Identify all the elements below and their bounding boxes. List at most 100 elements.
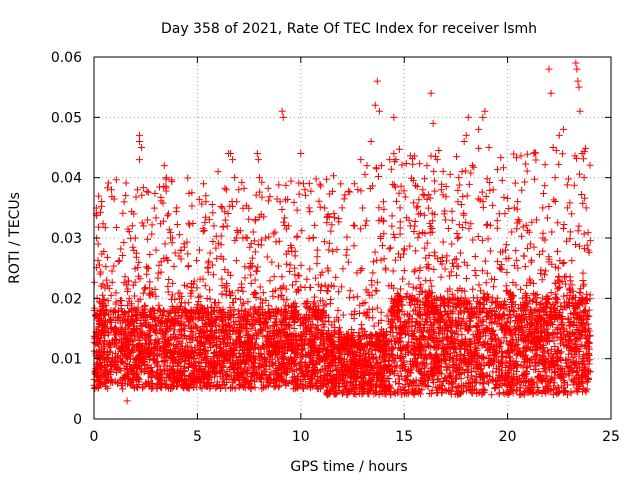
data-point xyxy=(286,261,294,269)
data-point xyxy=(346,287,354,295)
data-point xyxy=(115,257,123,265)
data-point xyxy=(380,255,388,263)
data-point xyxy=(148,221,156,229)
data-point xyxy=(240,184,248,192)
data-point xyxy=(308,311,316,319)
data-point xyxy=(122,191,130,199)
data-point xyxy=(134,272,142,280)
data-point xyxy=(209,237,217,245)
data-point xyxy=(312,274,320,282)
data-point xyxy=(339,265,347,273)
data-point xyxy=(143,270,151,278)
data-point xyxy=(453,153,461,161)
data-point xyxy=(361,221,369,229)
data-point xyxy=(305,180,313,188)
data-point xyxy=(290,324,298,332)
data-point xyxy=(303,275,311,283)
data-point xyxy=(515,217,523,225)
data-point xyxy=(193,256,201,264)
data-point xyxy=(290,198,298,206)
data-point xyxy=(136,295,144,303)
data-point xyxy=(257,375,265,383)
data-point xyxy=(493,224,501,232)
data-point xyxy=(259,289,267,297)
data-point xyxy=(505,204,513,212)
data-point xyxy=(340,195,348,203)
data-point xyxy=(288,366,296,374)
data-point xyxy=(176,231,184,239)
data-point xyxy=(295,179,303,187)
data-point xyxy=(142,319,150,327)
data-point xyxy=(186,221,194,229)
data-point xyxy=(188,202,196,210)
data-point xyxy=(257,295,265,303)
data-point xyxy=(108,278,116,286)
data-point xyxy=(306,208,314,216)
data-point xyxy=(574,227,582,235)
data-point xyxy=(327,295,335,303)
data-point xyxy=(350,293,358,301)
data-point xyxy=(183,238,191,246)
data-point xyxy=(128,222,136,230)
data-point xyxy=(325,239,333,247)
data-point xyxy=(523,167,531,175)
data-point xyxy=(282,301,290,309)
data-point xyxy=(278,205,286,213)
data-point xyxy=(161,240,169,248)
data-point xyxy=(226,335,234,343)
data-point xyxy=(302,323,310,331)
data-point xyxy=(470,294,478,302)
data-point xyxy=(293,233,301,241)
data-point xyxy=(232,336,240,344)
data-point xyxy=(151,190,159,198)
data-point xyxy=(189,219,197,227)
data-point xyxy=(431,187,439,195)
data-point xyxy=(413,183,421,191)
data-point xyxy=(345,187,353,195)
data-point xyxy=(256,374,264,382)
data-point xyxy=(236,295,244,303)
data-point xyxy=(313,260,321,268)
data-point xyxy=(284,330,292,338)
data-point xyxy=(123,366,131,374)
data-point xyxy=(472,272,480,280)
data-point xyxy=(411,217,419,225)
data-point xyxy=(104,328,112,336)
data-point xyxy=(377,308,385,316)
data-point xyxy=(309,354,317,362)
data-point xyxy=(97,268,105,276)
data-point xyxy=(517,285,525,293)
data-point xyxy=(274,262,282,270)
data-point xyxy=(320,238,328,246)
data-point xyxy=(361,170,369,178)
data-point xyxy=(152,214,160,222)
data-point xyxy=(242,202,250,210)
data-point xyxy=(245,215,253,223)
data-point xyxy=(146,331,154,339)
data-point xyxy=(247,240,255,248)
data-point xyxy=(97,208,105,216)
data-point xyxy=(368,277,376,285)
data-point xyxy=(486,247,494,255)
data-point xyxy=(167,295,175,303)
data-point xyxy=(120,238,128,246)
data-point xyxy=(247,305,255,313)
data-point xyxy=(173,221,181,229)
data-point xyxy=(168,178,176,186)
data-point xyxy=(154,317,162,325)
data-point xyxy=(139,384,147,392)
data-point xyxy=(342,251,350,259)
data-point xyxy=(412,247,420,255)
data-point xyxy=(138,321,146,329)
data-point xyxy=(122,179,130,187)
data-point xyxy=(155,301,163,309)
data-point xyxy=(186,338,194,346)
data-point xyxy=(139,184,147,192)
data-point xyxy=(323,287,331,295)
data-point xyxy=(151,328,159,336)
data-point xyxy=(132,193,140,201)
data-point xyxy=(299,328,307,336)
data-point xyxy=(254,263,262,271)
data-point xyxy=(154,274,162,282)
data-point xyxy=(184,174,192,182)
